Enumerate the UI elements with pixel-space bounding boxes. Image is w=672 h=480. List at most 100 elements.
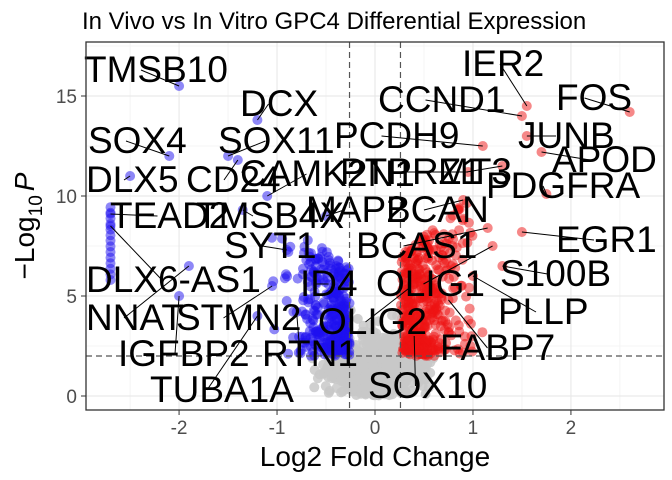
gene-label-leader: [448, 299, 488, 349]
ns-point: [348, 383, 359, 394]
up-point: [454, 204, 465, 215]
down-point: [310, 291, 321, 302]
y-tick-label: 10: [56, 187, 77, 208]
down-point: [309, 306, 320, 316]
gene-label-leader: [174, 295, 180, 355]
ns-point: [370, 379, 381, 390]
up-point: [439, 344, 450, 355]
ns-point: [309, 382, 320, 393]
gene-label-leader: [365, 287, 410, 323]
down-point: [311, 279, 322, 289]
up-point: [487, 241, 498, 251]
down-point: [292, 273, 303, 284]
ns-point: [393, 377, 404, 388]
gene-label-leader: [242, 209, 254, 217]
gene-label: ID4: [300, 263, 358, 304]
gene-label: BCAN: [386, 189, 489, 230]
gene-label-leader: [423, 245, 493, 285]
ns-point: [331, 383, 342, 393]
ns-point: [388, 328, 399, 339]
up-point: [420, 322, 431, 333]
gene-label-leader: [584, 97, 630, 113]
y-tick-label: 0: [66, 387, 77, 408]
ns-point: [386, 377, 397, 387]
gene-label: IGFBP2: [118, 333, 250, 374]
gene-label: OLIG2: [318, 301, 427, 342]
gene-label: EGR1: [556, 219, 657, 260]
cutoff-lines: [86, 42, 664, 410]
up-point: [453, 320, 464, 331]
y-axis-title-sub: 10: [26, 195, 47, 216]
up-point: [466, 331, 477, 342]
down-point: [323, 289, 334, 300]
up-point: [399, 345, 410, 356]
gene-label: DLX6-AS1: [86, 259, 261, 300]
gene-label: DLX5: [86, 159, 179, 200]
down-point: [299, 247, 310, 258]
y-tick-label: 15: [56, 87, 77, 108]
gene-label-leader: [206, 315, 258, 391]
axis-ticks: -2 -1 0 1 2 0 5 10 15: [56, 87, 576, 439]
gene-label: JUNB: [518, 115, 615, 156]
gene-label: S100B: [500, 253, 611, 294]
down-point: [332, 315, 343, 325]
up-point: [431, 304, 442, 315]
up-point: [450, 250, 461, 261]
down-point: [304, 326, 315, 337]
up-point: [438, 315, 449, 326]
up-point: [521, 131, 532, 141]
gene-label: APOD: [552, 139, 657, 180]
gene-label-leader: [257, 103, 269, 121]
down-point: [262, 191, 273, 201]
up-point: [477, 327, 488, 338]
ns-point: [363, 352, 374, 363]
up-point: [482, 223, 493, 233]
down-point: [252, 115, 263, 125]
gene-label-leader: [499, 63, 528, 107]
gene-label-leader: [466, 165, 503, 173]
up-point: [428, 334, 439, 345]
up-point: [444, 273, 454, 284]
ns-point: [389, 354, 400, 365]
gene-label: CCND1: [378, 79, 505, 120]
down-point: [308, 266, 319, 277]
ns-point: [352, 373, 363, 384]
x-axis-title: Log2 Fold Change: [260, 441, 490, 472]
gene-label-leader: [296, 311, 301, 355]
gene-label-leader: [125, 140, 170, 157]
y-axis-title-main: −Log: [9, 216, 40, 279]
gene-label: SYT1: [224, 225, 317, 266]
down-point: [327, 303, 338, 314]
ns-point: [360, 326, 371, 337]
up-point: [434, 289, 445, 299]
up-point: [516, 227, 527, 237]
gene-label-leader: [521, 231, 595, 241]
y-axis-title-italic: P: [9, 172, 40, 191]
down-point: [321, 211, 331, 221]
gene-label: PCDH9: [334, 115, 459, 156]
gene-label: TMSB4X: [196, 195, 344, 236]
down-point: [174, 81, 185, 91]
up-point: [463, 315, 474, 326]
gene-label-leader: [123, 175, 131, 181]
gene-label: DCX: [240, 83, 318, 124]
x-tick-label: -1: [269, 418, 286, 439]
up-point: [411, 247, 422, 258]
down-point: [277, 233, 288, 244]
down-point: [343, 277, 354, 288]
gene-label-leader: [325, 209, 345, 217]
up-point: [447, 210, 458, 221]
ns-point: [400, 387, 411, 398]
gene-label-leader: [413, 335, 416, 387]
up-point: [421, 252, 431, 263]
gene-label: BCAS1: [356, 225, 477, 266]
up-point: [467, 346, 478, 357]
ns-point: [391, 337, 402, 348]
gene-label-leader: [472, 275, 537, 313]
gene-label: CAMK2N1: [240, 153, 415, 194]
up-point: [432, 264, 443, 275]
up-point: [458, 347, 468, 358]
gene-label-leader: [425, 99, 523, 117]
ns-point: [381, 360, 392, 371]
